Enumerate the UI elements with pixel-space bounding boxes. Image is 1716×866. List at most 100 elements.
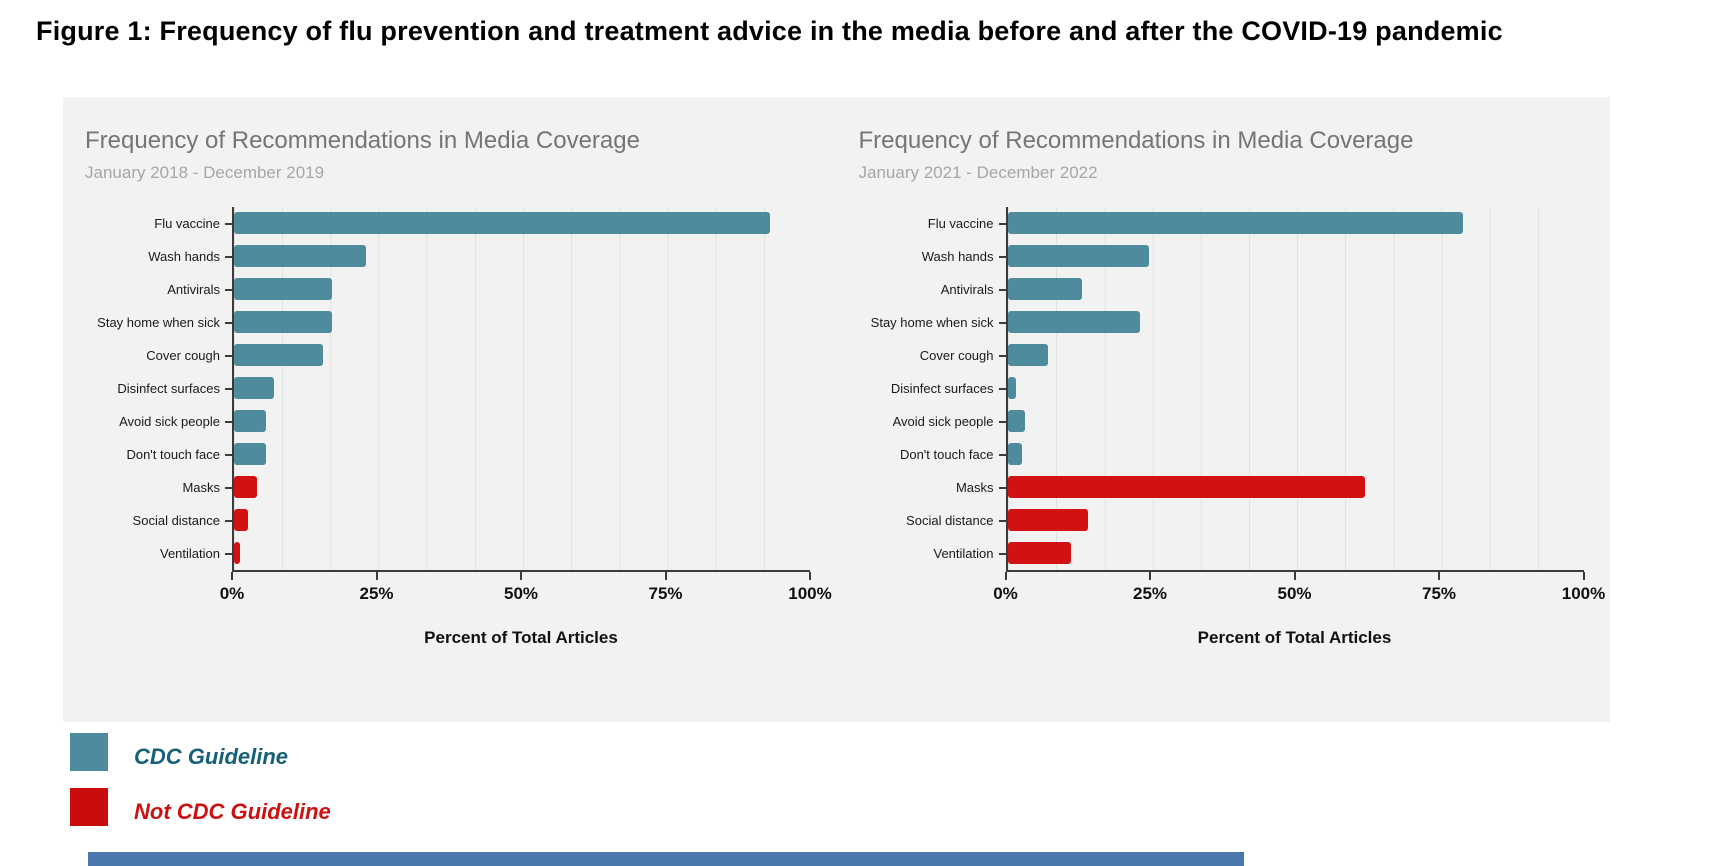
bottom-accent-bar [88, 852, 1244, 866]
bar-cdc-guideline [234, 443, 266, 465]
y-tick-mark [998, 354, 1006, 357]
x-tick-label: 50% [1277, 584, 1312, 603]
x-tick-mark [809, 572, 811, 580]
bar-cdc-guideline [234, 311, 332, 333]
bar-track [232, 405, 810, 438]
bar-track [232, 273, 810, 306]
y-tick-mark [998, 255, 1006, 258]
category-label: Antivirals [167, 282, 220, 297]
cdc-guideline-swatch [70, 733, 108, 771]
x-tick-mark [231, 572, 233, 580]
x-axis: 0% 25% 50% 75% 100% [220, 570, 832, 604]
y-tick-mark [998, 486, 1006, 489]
chart-row: Antivirals [85, 273, 837, 306]
category-label: Stay home when sick [870, 315, 994, 330]
category-label: Don't touch face [899, 447, 994, 462]
legend-row-not-cdc: Not CDC Guideline [70, 788, 331, 826]
x-tick-label: 100% [788, 584, 832, 603]
y-tick-mark [998, 321, 1006, 324]
chart-row: Ventilation [859, 537, 1611, 570]
chart-row: Disinfect surfaces [859, 372, 1611, 405]
bar-cdc-guideline [1007, 212, 1463, 234]
y-tick-mark [225, 453, 232, 456]
y-tick-mark [998, 420, 1006, 423]
category-label: Avoid sick people [119, 414, 220, 429]
x-tick-label: 50% [503, 584, 539, 603]
category-label: Wash hands [921, 249, 994, 264]
chart-subtitle: January 2021 - December 2022 [858, 163, 1098, 182]
charts-panel: Frequency of Recommendations in Media Co… [63, 97, 1610, 722]
x-tick-mark [1293, 572, 1296, 580]
bar-cdc-guideline [1007, 344, 1048, 366]
y-tick-mark [998, 552, 1006, 555]
y-tick-mark [225, 354, 232, 357]
bar-track [1005, 504, 1584, 537]
y-tick-mark [225, 222, 232, 225]
chart-row: Cover cough [85, 339, 837, 372]
x-tick-mark [1149, 572, 1151, 580]
chart-row: Masks [859, 471, 1611, 504]
y-tick-mark [225, 321, 232, 324]
plot-rows: Flu vaccine Wash hands Antivirals Stay home… [85, 207, 837, 570]
chart-row: Don't touch face [85, 438, 837, 471]
chart-title: Frequency of Recommendations in Media Co… [858, 127, 1414, 154]
category-label: Avoid sick people [892, 414, 994, 429]
bar-track [232, 504, 810, 537]
chart-row: Disinfect surfaces [85, 372, 837, 405]
category-label: Wash hands [148, 249, 220, 264]
chart-row: Cover cough [859, 339, 1611, 372]
bar-not-cdc-guideline [234, 509, 249, 531]
bar-track [1005, 339, 1584, 372]
category-label: Masks [955, 480, 994, 495]
y-tick-mark [225, 255, 232, 258]
chart-row: Stay home when sick [859, 306, 1611, 339]
chart-row: Flu vaccine [859, 207, 1611, 240]
bar-track [232, 537, 810, 570]
bar-cdc-guideline [234, 410, 266, 432]
chart-row: Don't touch face [859, 438, 1611, 471]
bar-cdc-guideline [234, 278, 332, 300]
x-tick-mark [1438, 572, 1440, 580]
bar-not-cdc-guideline [1007, 476, 1365, 498]
y-tick-mark [998, 519, 1006, 522]
chart-row: Antivirals [859, 273, 1611, 306]
bar-track [1005, 273, 1584, 306]
category-label: Antivirals [940, 282, 994, 297]
bar-track [232, 240, 810, 273]
y-tick-mark [998, 222, 1006, 225]
category-label: Social distance [906, 513, 994, 528]
bar-not-cdc-guideline [234, 542, 240, 564]
category-label: Flu vaccine [154, 216, 220, 231]
bar-track [1005, 207, 1584, 240]
chart-row: Flu vaccine [85, 207, 837, 240]
chart-title: Frequency of Recommendations in Media Co… [85, 127, 640, 154]
bar-cdc-guideline [1007, 377, 1017, 399]
bar-track [232, 438, 810, 471]
bar-track [1005, 471, 1584, 504]
legend: CDC Guideline Not CDC Guideline [70, 733, 331, 843]
chart-row: Masks [85, 471, 837, 504]
bar-track [1005, 372, 1584, 405]
category-label: Masks [182, 480, 220, 495]
bar-cdc-guideline [1007, 410, 1025, 432]
y-tick-mark [998, 453, 1006, 456]
x-tick-mark [1004, 572, 1007, 580]
category-label: Disinfect surfaces [890, 381, 994, 396]
bar-track [1005, 240, 1584, 273]
x-tick-mark [664, 572, 667, 580]
bar-cdc-guideline [234, 245, 367, 267]
chart-row: Avoid sick people [859, 405, 1611, 438]
bar-track [232, 471, 810, 504]
bar-not-cdc-guideline [234, 476, 258, 498]
y-tick-mark [225, 552, 232, 555]
x-tick-mark [1582, 572, 1585, 580]
x-tick-label: 100% [1561, 584, 1606, 603]
x-tick-label: 75% [1421, 584, 1457, 603]
bar-track [232, 207, 810, 240]
category-label: Ventilation [160, 546, 220, 561]
bar-track [1005, 306, 1584, 339]
category-label: Ventilation [933, 546, 994, 561]
x-tick-mark [375, 572, 378, 580]
bar-cdc-guideline [1007, 245, 1149, 267]
not-cdc-guideline-swatch [70, 788, 108, 826]
